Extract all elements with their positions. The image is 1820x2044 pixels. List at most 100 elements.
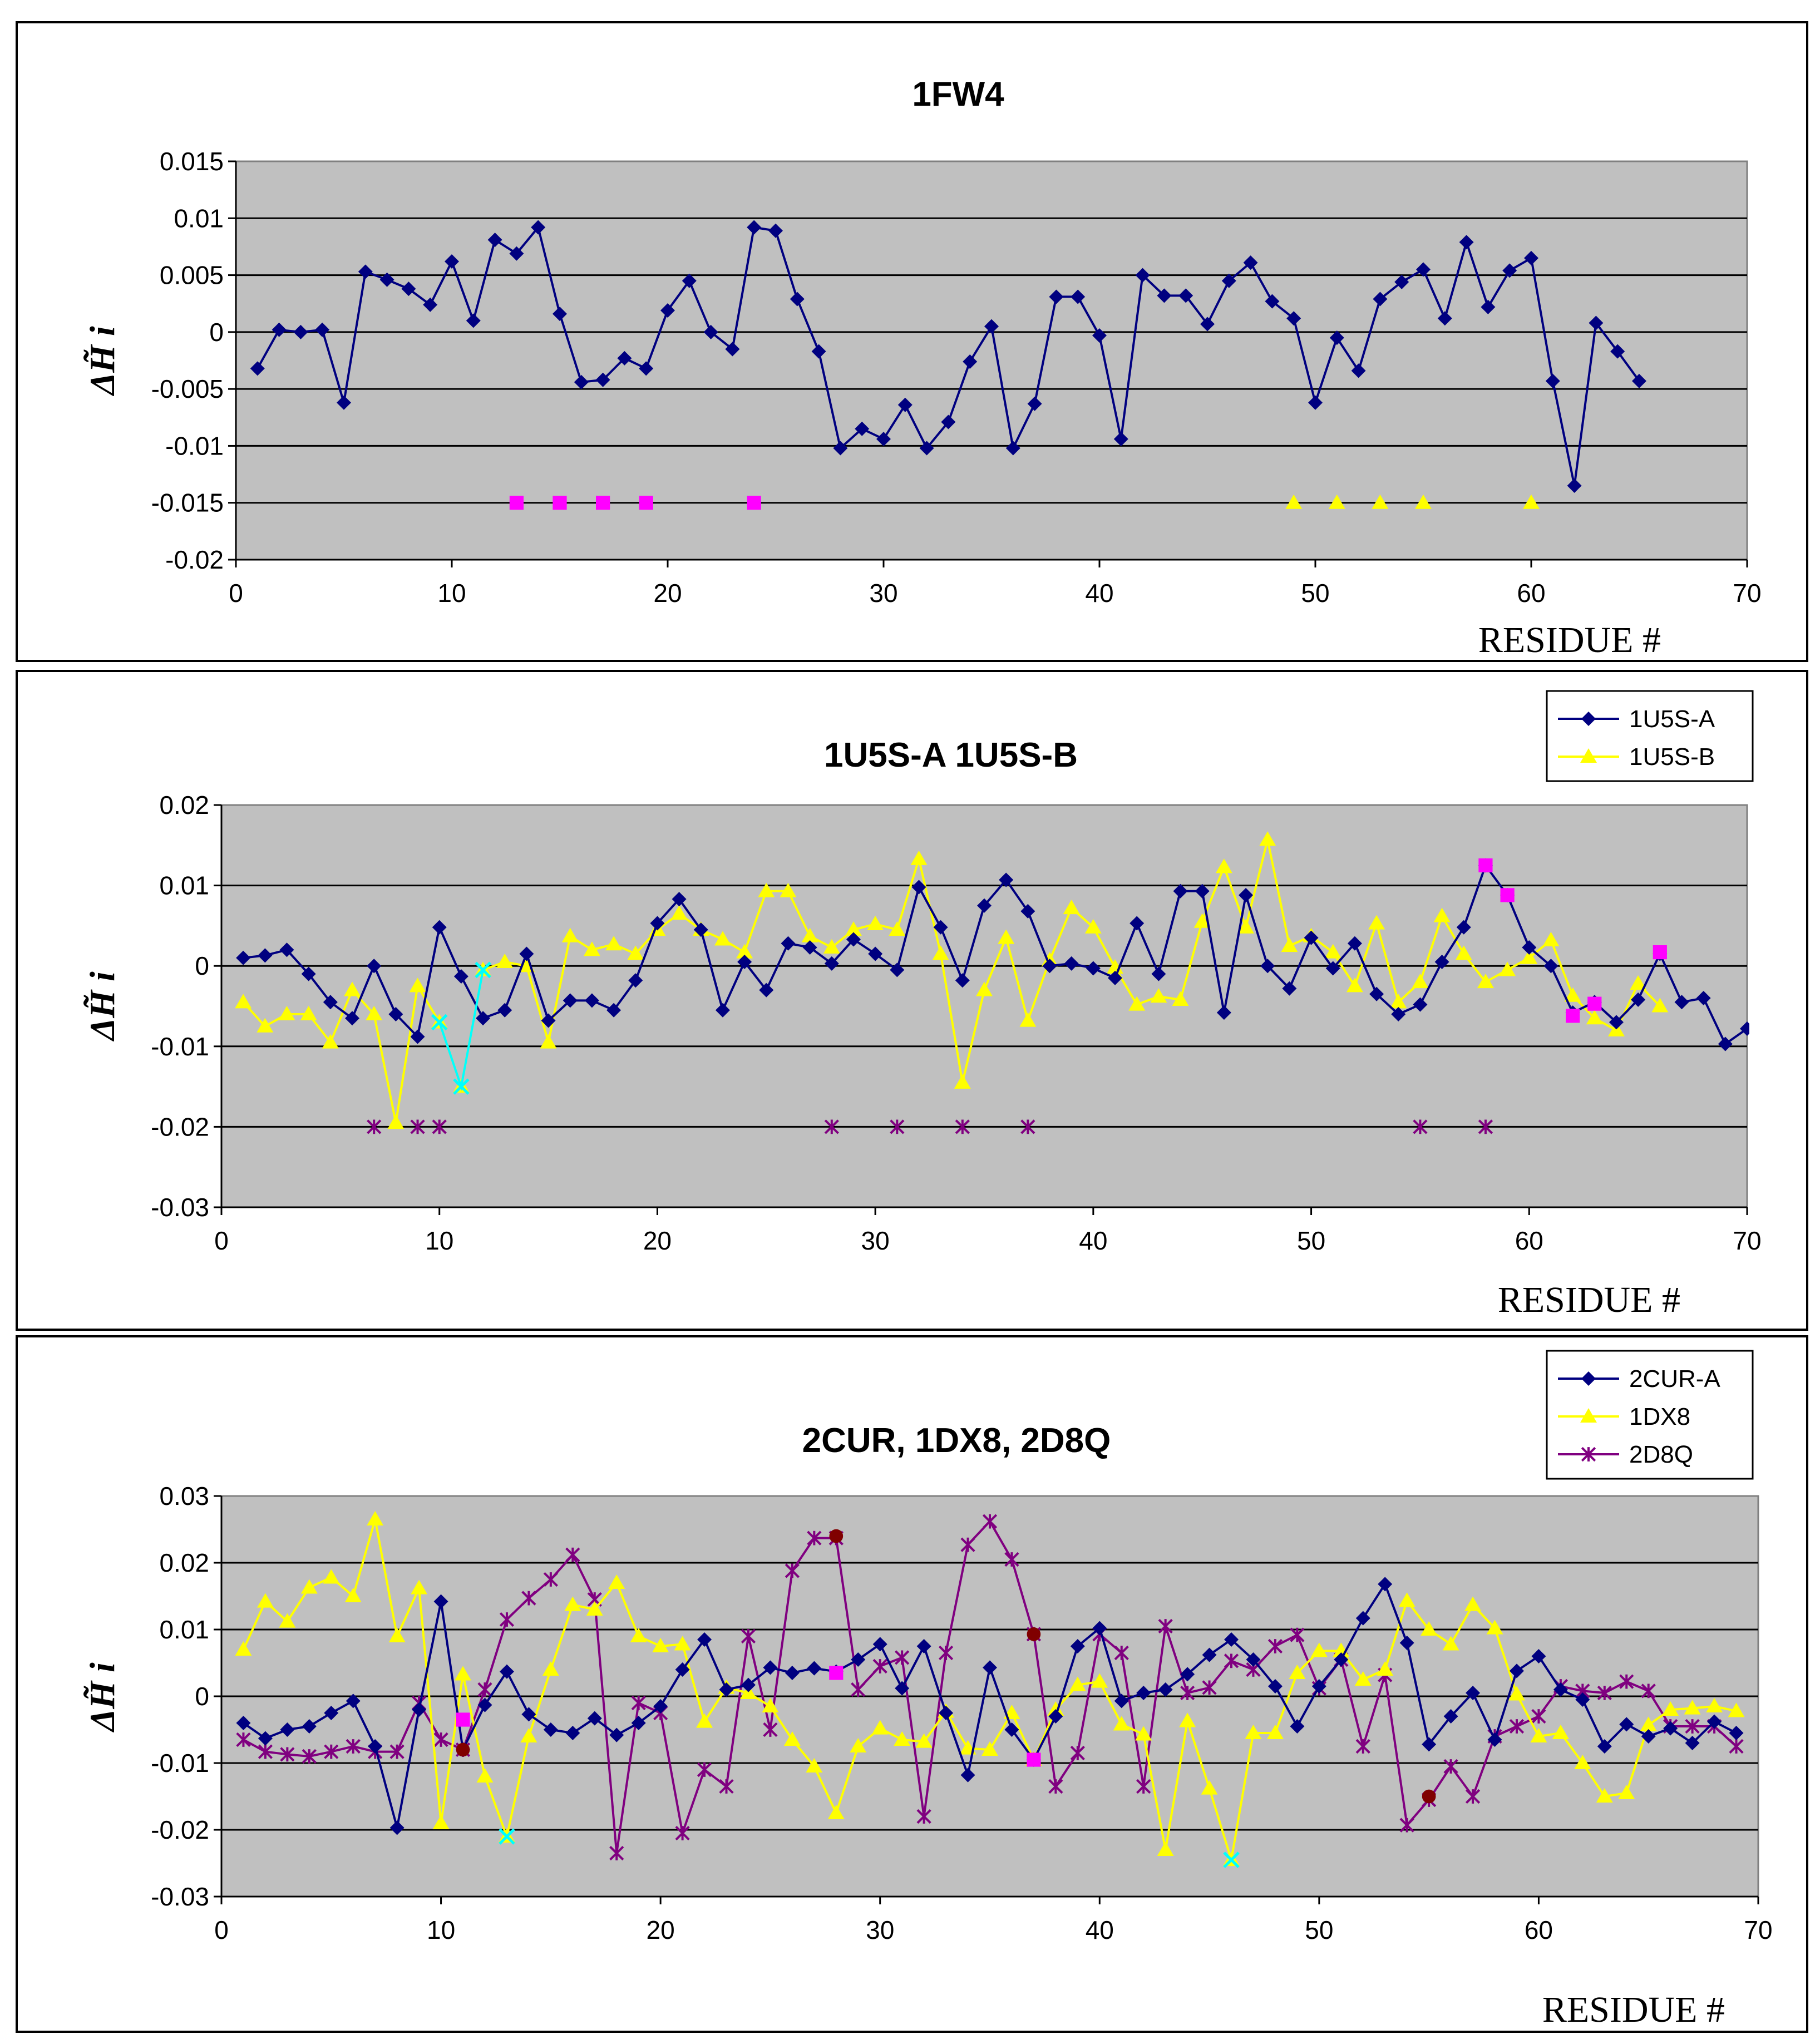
data-point (236, 950, 251, 965)
legend-marker (1580, 748, 1597, 763)
data-point (1215, 858, 1232, 873)
data-point (1415, 494, 1432, 509)
legend: 1U5S-A 1U5S-B (1546, 690, 1754, 782)
data-point (850, 1738, 867, 1753)
data-point (1108, 970, 1123, 985)
data-point (1266, 1725, 1284, 1740)
data-point (1237, 919, 1255, 934)
data-point (1531, 1649, 1546, 1663)
data-point (682, 273, 697, 288)
data-point (1260, 959, 1275, 974)
data-point (1413, 997, 1428, 1012)
data-point (487, 233, 502, 248)
data-point (1064, 956, 1079, 971)
data-point (1355, 1739, 1370, 1754)
data-point (1524, 250, 1538, 265)
data-point (1202, 1680, 1217, 1695)
data-point (781, 936, 796, 951)
data-point (829, 1666, 844, 1680)
data-point (1070, 1745, 1085, 1761)
x-tick-label: 60 (1515, 1226, 1543, 1255)
data-point (762, 1698, 779, 1713)
series-magenta-markers (1478, 858, 1667, 1023)
data-point (293, 324, 308, 339)
data-point (1651, 998, 1669, 1013)
data-point (897, 397, 913, 412)
data-point (1413, 1119, 1428, 1134)
data-point (235, 1641, 252, 1656)
data-point (1042, 959, 1057, 974)
data-point (639, 361, 654, 376)
data-point (1543, 959, 1558, 974)
data-point (876, 432, 891, 447)
data-point (1394, 274, 1409, 289)
data-point (954, 1074, 971, 1089)
data-point (410, 1119, 425, 1134)
data-point (741, 1677, 756, 1692)
data-point (675, 1825, 690, 1841)
data-point (521, 1707, 536, 1722)
data-point (280, 1747, 295, 1762)
data-point (1477, 974, 1494, 989)
data-point (1729, 1726, 1744, 1740)
data-point (650, 916, 665, 931)
data-point (1521, 949, 1538, 964)
data-point (586, 1601, 603, 1616)
x-tick-label: 40 (1086, 1915, 1114, 1944)
data-point (1267, 1638, 1283, 1654)
data-point (768, 223, 783, 238)
data-point (1545, 373, 1560, 388)
x-tick-label: 0 (214, 1915, 229, 1944)
data-point (1597, 1739, 1612, 1754)
data-point (583, 941, 600, 956)
data-point (1308, 395, 1323, 410)
data-point (543, 1722, 558, 1737)
data-point (939, 1706, 954, 1720)
data-point (1378, 1577, 1393, 1592)
data-point (1092, 1621, 1107, 1636)
data-point (1113, 1716, 1130, 1731)
data-point (941, 414, 956, 429)
data-point (1373, 292, 1388, 307)
data-point (1422, 1737, 1437, 1752)
data-point (1684, 1700, 1701, 1715)
data-point (674, 1636, 691, 1651)
data-point (981, 1741, 998, 1756)
data-point (423, 297, 438, 312)
data-point (542, 1661, 559, 1676)
data-point (628, 973, 643, 988)
data-point (389, 1744, 405, 1759)
x-tick-label: 70 (1744, 1915, 1772, 1944)
data-point (1619, 1674, 1634, 1689)
data-point (322, 1034, 339, 1049)
data-point (368, 1739, 383, 1754)
data-point (1289, 1665, 1306, 1680)
data-point (606, 1003, 622, 1018)
data-point (431, 1014, 448, 1031)
data-point (889, 921, 906, 936)
data-point (1610, 344, 1625, 359)
data-point (1434, 954, 1449, 969)
data-point (236, 1732, 251, 1747)
data-point (1135, 268, 1150, 283)
chart-title: 2CUR, 1DX8, 2D8Q (802, 1421, 1111, 1460)
data-point (278, 1006, 295, 1021)
data-point (584, 993, 599, 1008)
data-point (1178, 288, 1193, 303)
legend-marker (1581, 1371, 1596, 1386)
data-point (1239, 887, 1254, 902)
data-point (1398, 1592, 1415, 1607)
data-point (1412, 974, 1429, 989)
data-point (476, 1011, 491, 1026)
data-point (999, 872, 1014, 887)
data-point (627, 945, 644, 960)
data-point (466, 313, 481, 328)
data-point (543, 1572, 558, 1587)
data-point (868, 946, 883, 961)
data-point (697, 1632, 712, 1647)
data-point (1265, 294, 1280, 309)
data-point (1048, 1779, 1063, 1794)
y-tick-label: -0.02 (165, 545, 224, 574)
data-point (1685, 1719, 1700, 1734)
